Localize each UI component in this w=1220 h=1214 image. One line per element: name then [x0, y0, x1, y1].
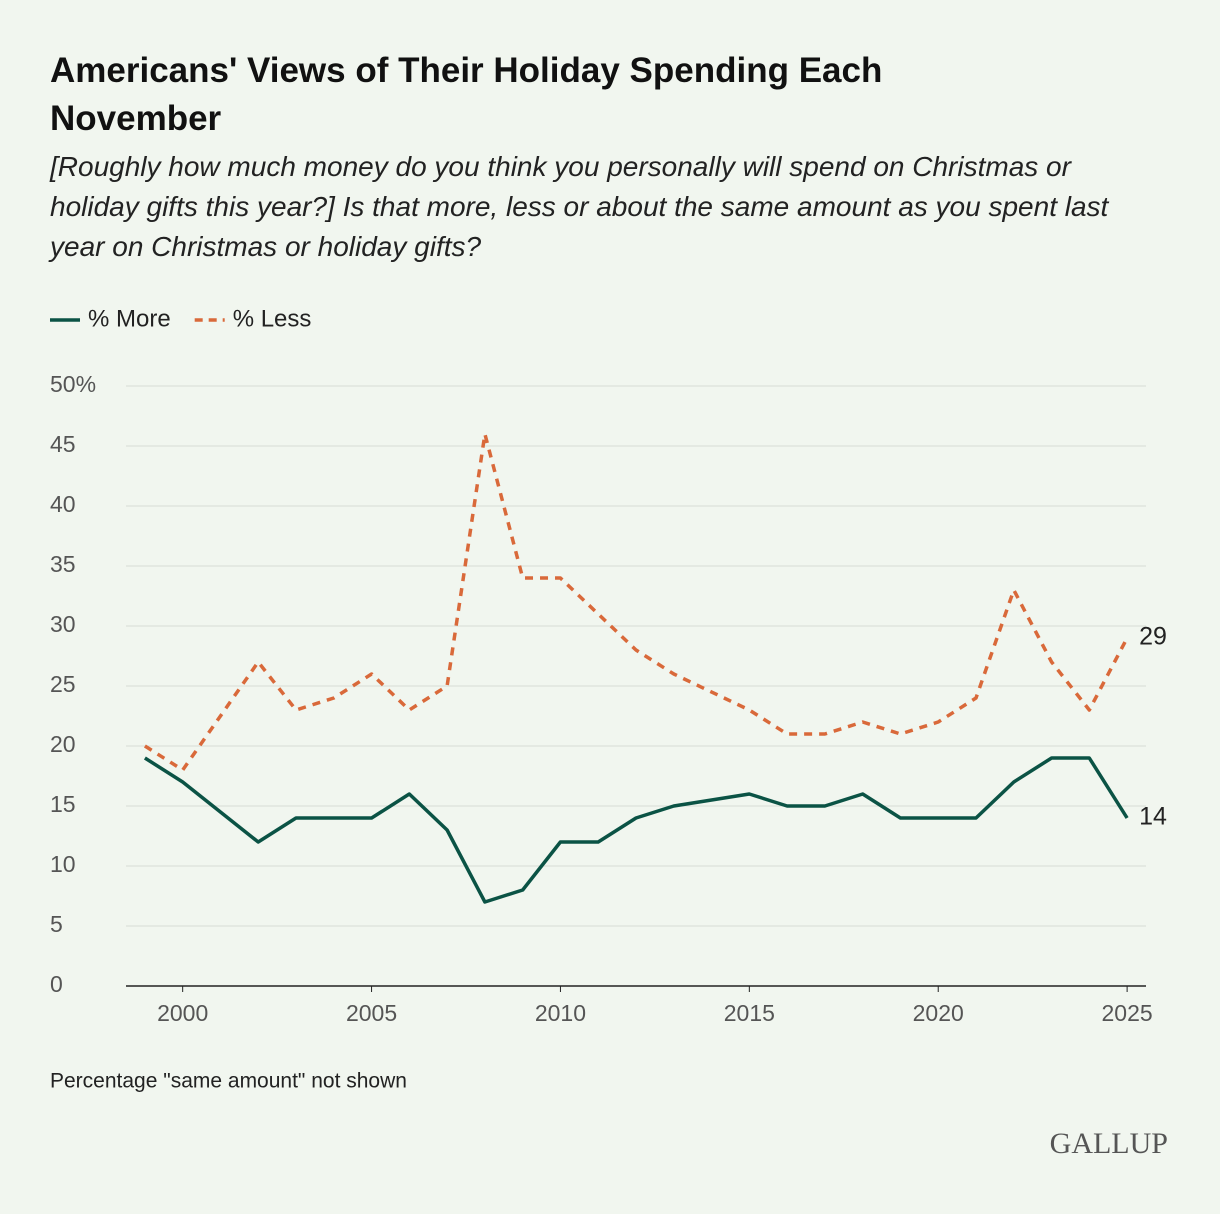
x-tick-label: 2020 — [913, 1000, 964, 1026]
end-label: 14 — [1139, 803, 1167, 831]
x-tick-label: 2015 — [724, 1000, 775, 1026]
y-tick-label: 0 — [50, 971, 63, 997]
subtitle-group: [Roughly how much money do you think you… — [48, 151, 1110, 262]
end-label: 29 — [1139, 623, 1167, 651]
y-tick-label: 20 — [50, 731, 76, 757]
y-tick-label: 45 — [50, 431, 76, 457]
y-tick-label: 35 — [50, 551, 76, 577]
y-tick-label: 5 — [50, 911, 63, 937]
y-tick-label: 30 — [50, 611, 76, 637]
series-line — [143, 432, 1129, 772]
title-group: Americans' Views of Their Holiday Spendi… — [50, 51, 882, 138]
x-tick-label: 2010 — [535, 1000, 586, 1026]
x-tick-label: 2025 — [1102, 1000, 1153, 1026]
legend-label: % More — [88, 305, 171, 332]
chart-subtitle: [Roughly how much money do you think you… — [48, 151, 1110, 262]
source-logo: GALLUP — [1050, 1127, 1168, 1160]
y-tick-label: 10 — [50, 851, 76, 877]
y-tick-label: 25 — [50, 671, 76, 697]
x-tick-label: 2000 — [157, 1000, 208, 1026]
y-tick-label: 40 — [50, 491, 76, 517]
legend-label: % Less — [233, 305, 312, 332]
x-tick-label: 2005 — [346, 1000, 397, 1026]
chart-title: Americans' Views of Their Holiday Spendi… — [50, 51, 882, 138]
note: Percentage "same amount" not shown — [50, 1070, 407, 1093]
series-line — [143, 756, 1129, 904]
y-tick-label: 15 — [50, 791, 76, 817]
y-tick-label: 50% — [50, 371, 96, 397]
